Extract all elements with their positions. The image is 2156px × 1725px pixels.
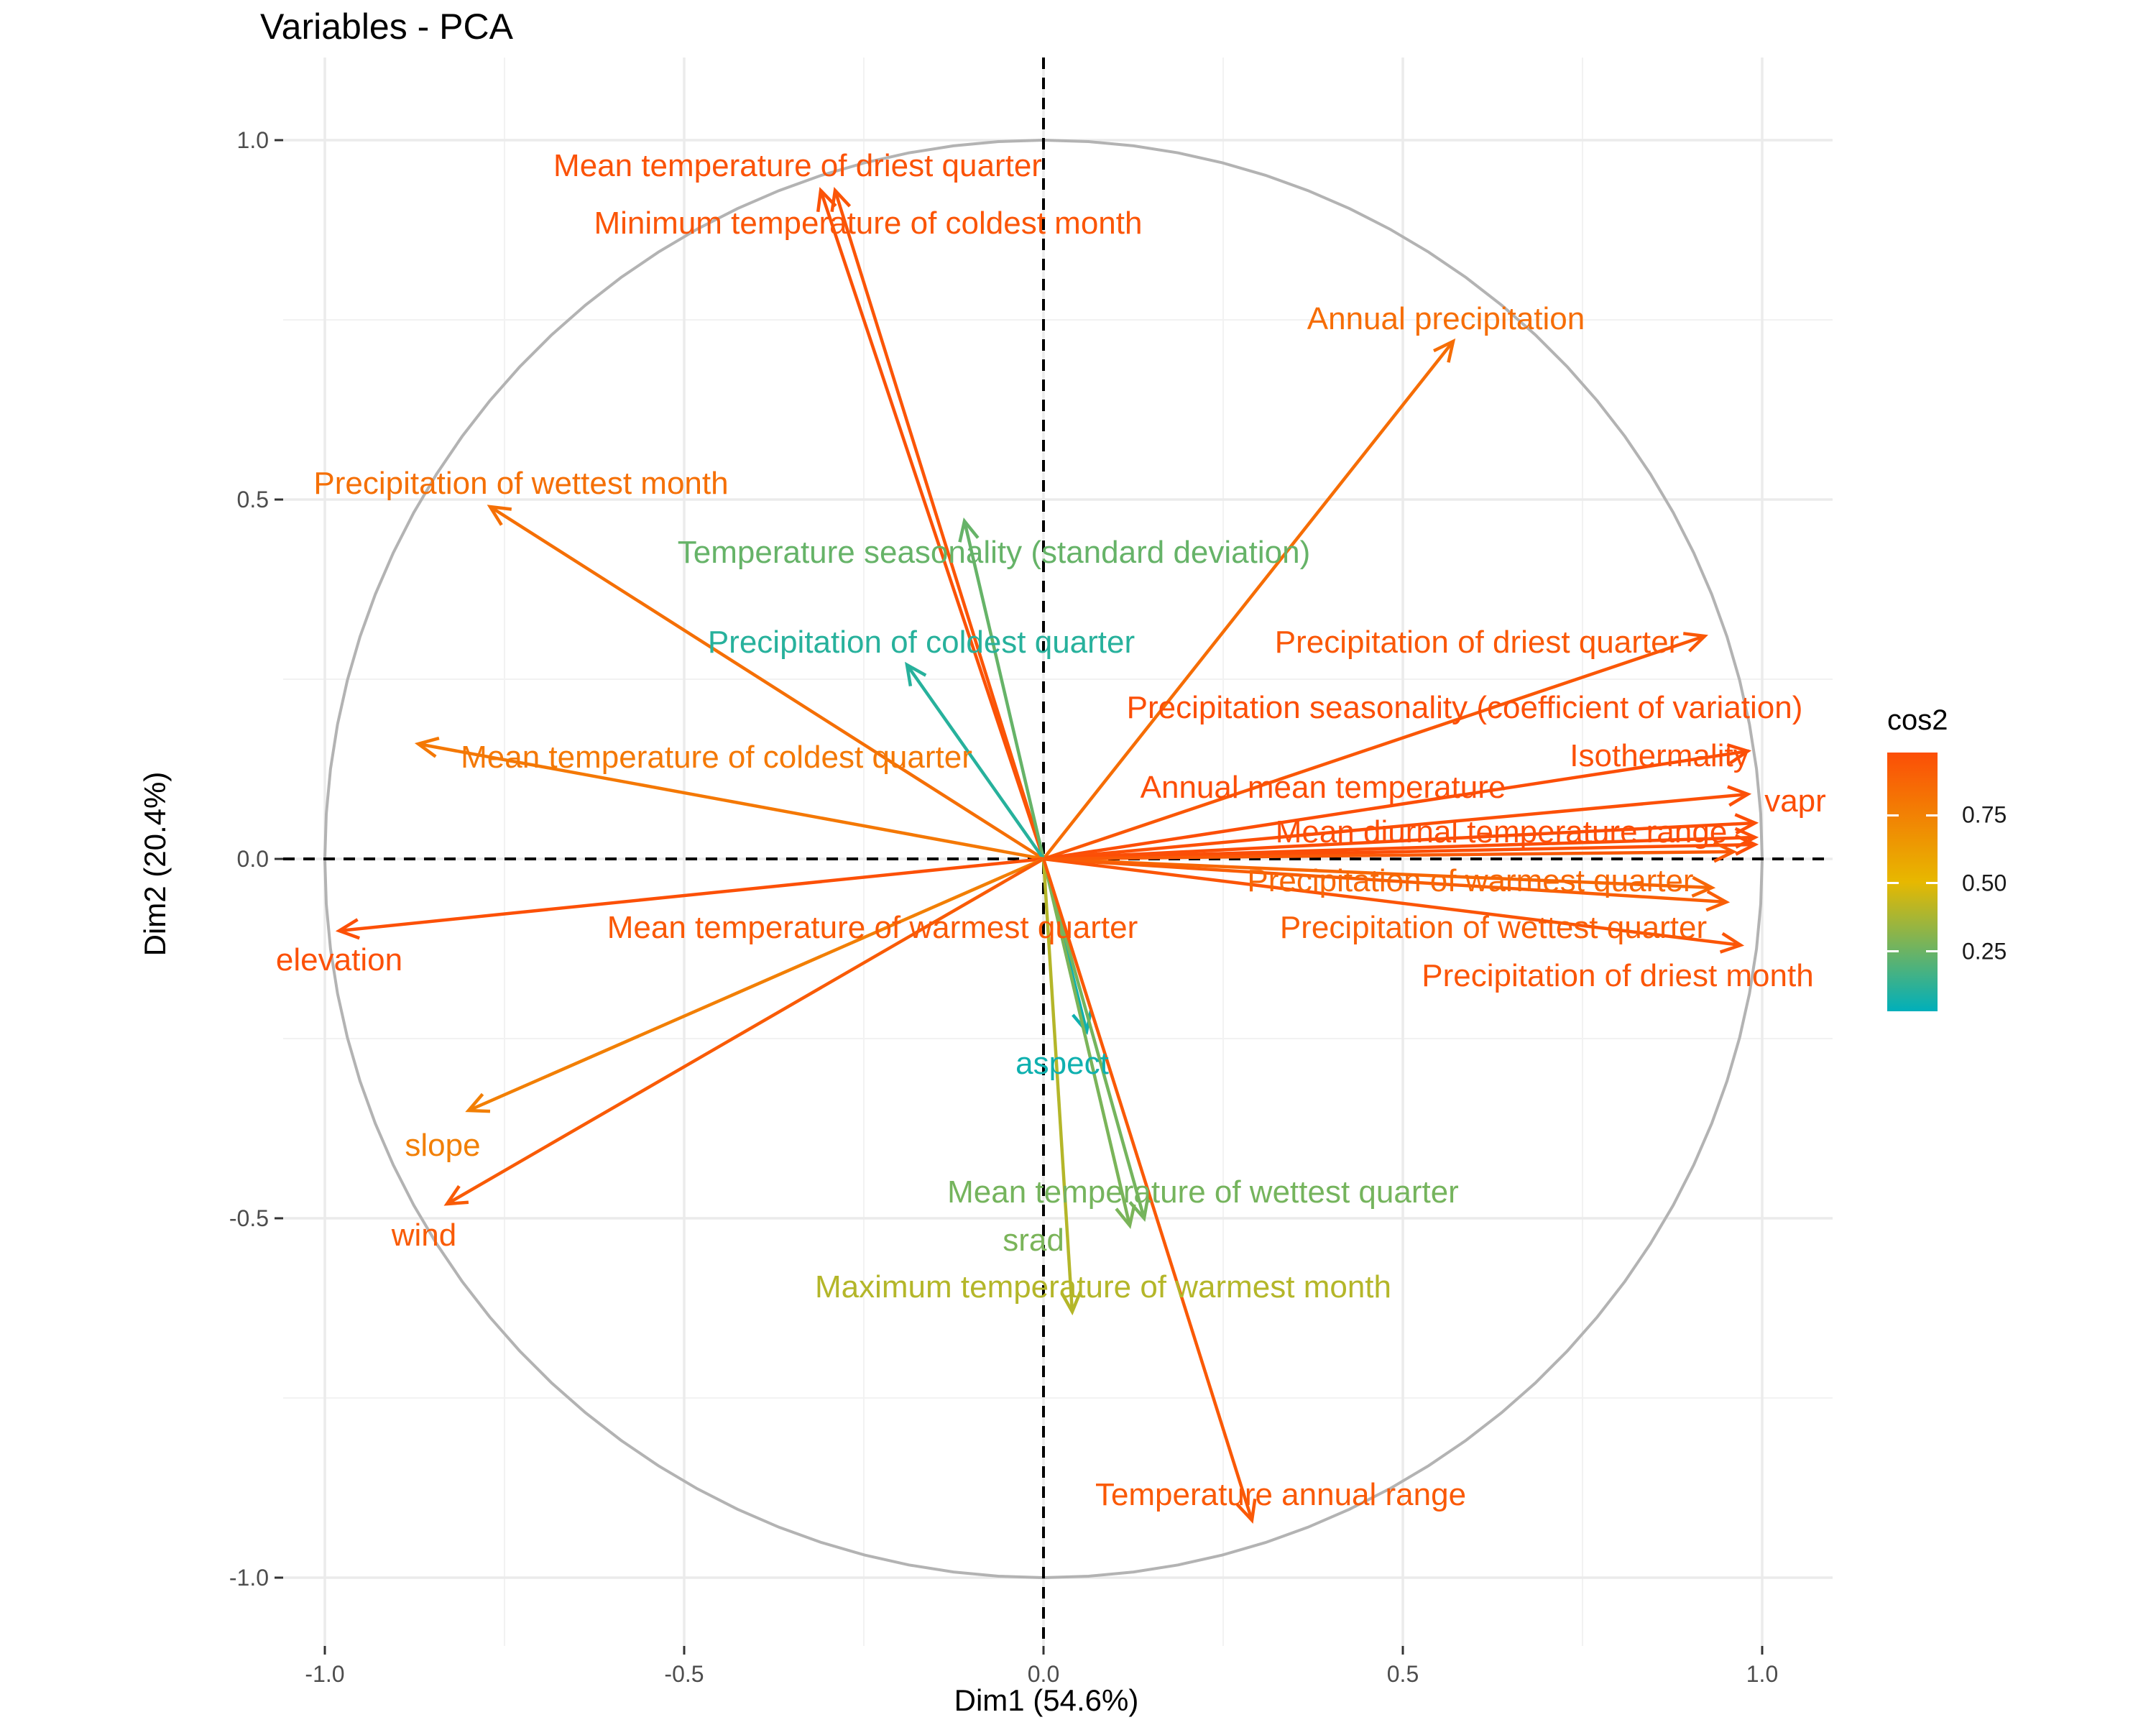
- variable-label: elevation: [276, 942, 402, 978]
- variable-label: Maximum temperature of warmest month: [815, 1269, 1391, 1305]
- arrow-head: [1115, 1204, 1136, 1230]
- x-tick-label: 1.0: [1746, 1661, 1778, 1687]
- variable-arrows: [335, 187, 1759, 1524]
- arrow-shaft: [1043, 857, 1727, 904]
- arrow-shaft: [1041, 858, 1074, 1312]
- legend-tick-label: 0.25: [1962, 938, 2007, 965]
- arrow-head: [816, 187, 837, 213]
- arrow-shaft: [468, 857, 1044, 1113]
- variable-label: Precipitation of wettest month: [313, 466, 728, 501]
- chart-title: Variables - PCA: [260, 6, 513, 47]
- arrow-head: [487, 505, 512, 526]
- x-tick-label: -1.0: [305, 1661, 344, 1687]
- legend-tick-mark: [1926, 882, 1938, 885]
- arrow-head: [1727, 785, 1752, 807]
- arrow-head: [1682, 632, 1708, 653]
- legend-tick-mark: [1887, 950, 1899, 953]
- variable-label: Annual precipitation: [1307, 301, 1585, 336]
- variable-label: Annual mean temperature: [1141, 770, 1506, 805]
- variable-label: Minimum temperature of coldest month: [594, 206, 1143, 241]
- variable-label: srad: [1003, 1223, 1064, 1258]
- x-axis-label: Dim1 (54.6%): [954, 1683, 1139, 1717]
- variable-label: Precipitation of warmest quarter: [1247, 863, 1693, 898]
- variable-label: Precipitation of coldest quarter: [708, 625, 1135, 660]
- legend-tick-mark: [1887, 814, 1899, 816]
- variable-label: Precipitation seasonality (coefficient o…: [1127, 690, 1803, 725]
- variable-label: Precipitation of driest month: [1422, 958, 1813, 993]
- arrow-head: [1719, 932, 1745, 954]
- variable-labels: Mean temperature of driest quarter Minimu…: [276, 148, 1826, 1512]
- y-axis-label: Dim2 (20.4%): [138, 771, 172, 957]
- arrow-head: [1433, 338, 1456, 363]
- arrow-head: [443, 1184, 469, 1206]
- arrow-head: [1691, 875, 1716, 898]
- arrow-shaft: [1043, 792, 1749, 861]
- axis-ticks: -1.0 -1.0 -0.5 -0.5 0.0 0.0 0.5 0.5 1.0 1.0: [229, 127, 1778, 1687]
- arrow-shaft: [418, 742, 1044, 861]
- arrow-head: [905, 661, 927, 686]
- y-tick-label: 1.0: [237, 127, 269, 153]
- arrow-head: [1705, 890, 1731, 912]
- arrow-shaft: [1043, 749, 1749, 861]
- arrow-shaft: [1043, 850, 1734, 861]
- arrow-head: [465, 1092, 491, 1113]
- variable-label: wind: [391, 1218, 457, 1253]
- arrow-shaft: [489, 505, 1045, 860]
- y-tick-label: 0.5: [237, 487, 269, 512]
- arrow-shaft: [1043, 634, 1705, 861]
- arrow-shaft: [906, 663, 1045, 860]
- variable-label: slope: [405, 1128, 480, 1163]
- variable-label: Mean temperature of wettest quarter: [947, 1174, 1459, 1210]
- x-tick-label: 0.0: [1028, 1661, 1059, 1687]
- arrow-shaft: [1043, 821, 1756, 861]
- y-tick-label: -1.0: [229, 1565, 269, 1591]
- arrow-shaft: [1041, 858, 1132, 1226]
- x-tick-label: 0.5: [1387, 1661, 1419, 1687]
- arrow-head: [335, 918, 360, 940]
- arrow-head: [1060, 1291, 1082, 1316]
- variable-label: Isothermality: [1570, 738, 1749, 773]
- variable-label: Mean diurnal temperature range: [1276, 814, 1728, 850]
- arrow-head: [1235, 1498, 1257, 1524]
- variable-label: Temperature seasonality (standard deviat…: [678, 535, 1310, 570]
- arrow-shaft: [1041, 858, 1146, 1219]
- variable-label: Mean temperature of warmest quarter: [607, 910, 1138, 945]
- arrow-shaft: [1043, 857, 1713, 890]
- variable-label: Mean temperature of driest quarter: [553, 148, 1042, 183]
- legend-title: cos2: [1887, 704, 1948, 736]
- legend-tick-mark: [1926, 814, 1938, 816]
- arrow-shaft: [833, 190, 1046, 860]
- arrow-head: [1734, 813, 1759, 835]
- legend-tick-mark: [1926, 950, 1938, 953]
- arrow-shaft: [338, 857, 1044, 933]
- arrow-head: [1734, 834, 1759, 856]
- arrow-shaft: [1041, 858, 1254, 1521]
- legend-tick-label: 0.50: [1962, 870, 2007, 896]
- variable-label: vapr: [1764, 783, 1826, 819]
- variable-label: Precipitation of driest quarter: [1275, 625, 1680, 660]
- x-tick-label: -0.5: [664, 1661, 704, 1687]
- arrow-head: [830, 187, 852, 213]
- arrow-head: [414, 736, 440, 758]
- variable-label: aspect: [1015, 1046, 1109, 1081]
- y-tick-label: -0.5: [229, 1205, 269, 1231]
- arrow-shaft: [1043, 857, 1741, 947]
- arrow-shaft: [962, 520, 1046, 860]
- variable-label: Temperature annual range: [1095, 1477, 1466, 1512]
- arrow-shaft: [1042, 340, 1455, 860]
- legend-tick-label: 0.75: [1962, 801, 2007, 828]
- arrow-shaft: [819, 190, 1046, 860]
- plot-panel: [283, 58, 1833, 1646]
- arrow-shaft: [446, 857, 1045, 1205]
- legend-colorbar: [1887, 753, 1938, 1011]
- variable-label: Mean temperature of coldest quarter: [461, 740, 972, 775]
- legend-tick-mark: [1887, 882, 1899, 885]
- arrow-head: [958, 517, 980, 543]
- variable-label: Precipitation of wettest quarter: [1280, 910, 1707, 945]
- arrow-head: [1726, 743, 1752, 765]
- arrow-head: [1713, 841, 1738, 863]
- y-tick-label: 0.0: [237, 846, 269, 872]
